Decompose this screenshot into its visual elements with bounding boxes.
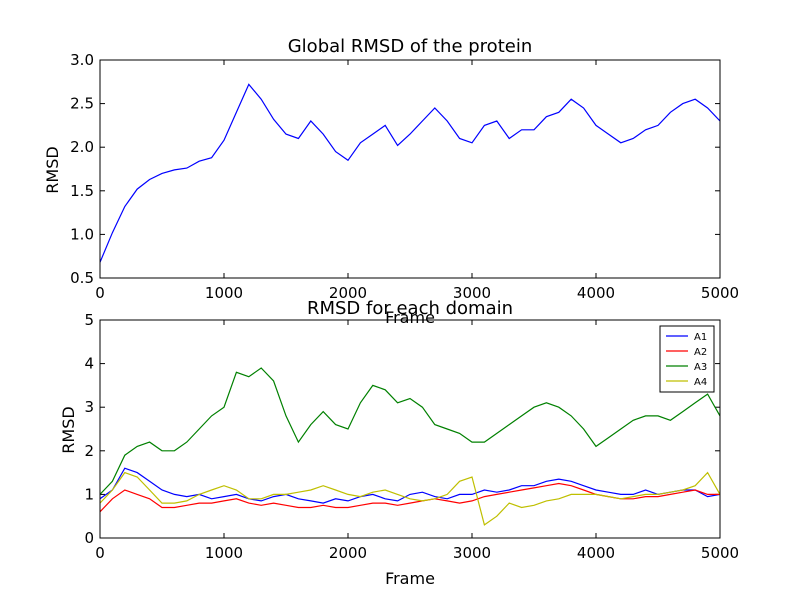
x-tick-label: 1000 (205, 284, 243, 302)
y-tick-label: 2 (84, 442, 94, 460)
y-tick-label: 0 (84, 529, 94, 547)
series-group (99, 83, 721, 263)
x-tick-label: 3000 (453, 284, 491, 302)
y-tick-label: 3 (84, 398, 94, 416)
x-axis-label: Frame (385, 308, 435, 327)
x-tick-label: 5000 (701, 544, 739, 562)
x-tick-label: 1000 (205, 544, 243, 562)
chart-title: Global RMSD of the protein (288, 36, 533, 57)
legend-label-a2: A2 (694, 347, 707, 358)
series-line-a4 (99, 471, 721, 526)
y-tick-label: 4 (84, 355, 94, 373)
series-group (99, 367, 721, 526)
chart-title: RMSD for each domain (307, 298, 513, 319)
global-rmsd-chart: Global RMSD of the protein RMSD Frame 0 1… (43, 36, 739, 327)
legend-label-a4: A4 (694, 377, 707, 388)
legend-label-a3: A3 (694, 362, 707, 373)
y-tick-label: 3.0 (70, 51, 94, 69)
y-tick-label: 1 (84, 485, 94, 503)
y-tick-label: 0.5 (70, 269, 94, 287)
y-tick-label: 2.5 (70, 95, 94, 113)
x-tick-label: 3000 (453, 544, 491, 562)
x-tick-label: 4000 (577, 544, 615, 562)
axis-ticks: 0 1000 2000 3000 4000 5000 0.5 1.0 1.5 2.0 2.5 3.0 (70, 51, 739, 302)
x-tick-label: 0 (95, 284, 105, 302)
x-tick-label: 4000 (577, 284, 615, 302)
legend: A1 A2 A3 A4 (659, 325, 715, 393)
series-line-a3 (99, 367, 721, 495)
y-tick-label: 5 (84, 311, 94, 329)
domain-rmsd-chart: RMSD for each domain RMSD Frame 0 1000 200… (59, 298, 739, 588)
legend-label-a1: A1 (694, 332, 707, 343)
x-tick-label: 2000 (329, 544, 367, 562)
y-tick-label: 1.0 (70, 225, 94, 243)
x-tick-label: 5000 (701, 284, 739, 302)
x-tick-label: 2000 (329, 284, 367, 302)
axis-ticks: 0 1000 2000 3000 4000 5000 0 1 2 3 4 5 (84, 311, 739, 562)
y-tick-label: 1.5 (70, 182, 94, 200)
x-axis-label: Frame (385, 569, 435, 588)
plot-frame (99, 59, 721, 279)
y-axis-label: RMSD (43, 146, 62, 193)
series-line-a1 (99, 467, 721, 504)
x-tick-label: 0 (95, 544, 105, 562)
y-tick-label: 2.0 (70, 138, 94, 156)
y-axis-label: RMSD (59, 406, 78, 453)
plot-frame (99, 319, 721, 539)
series-line-0 (99, 83, 721, 263)
